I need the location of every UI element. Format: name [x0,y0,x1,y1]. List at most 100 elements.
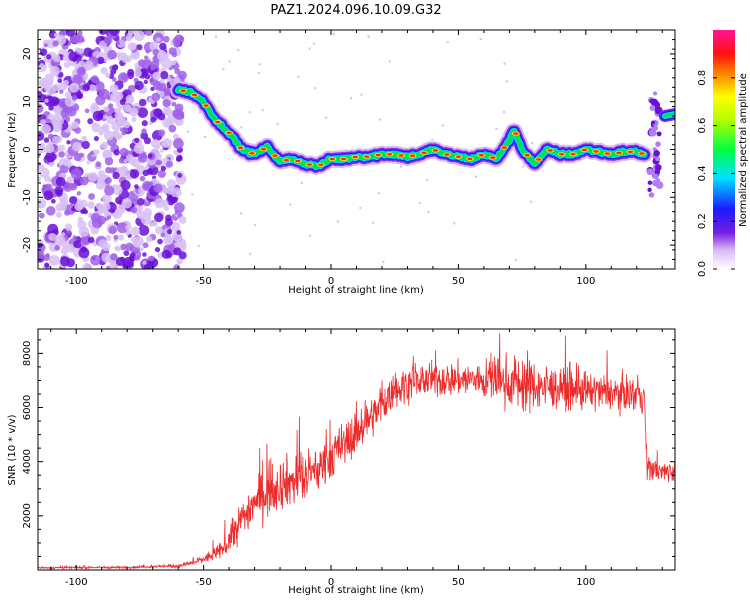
spectrogram-noise-cell [258,63,261,66]
spectrogram-x-tick-label: 50 [452,276,465,287]
colorbar-tick-label: 0.0 [697,261,708,277]
spectrogram-noise-cell [257,71,261,75]
spectrogram-noise-cell [82,262,91,269]
spectrogram-noise-cell [54,186,64,195]
spectrogram-noise-cell [44,95,56,107]
spectrogram-noise-cell [139,247,144,252]
spectrogram-noise-cell [143,79,149,85]
spectrogram-noise-cell [66,140,71,145]
spectrogram-noise-cell [177,173,183,178]
spectrogram-late-cell [656,131,662,137]
spectrogram-noise-cell [160,71,169,80]
spectrogram-noise-cell [42,254,50,261]
spectrogram-peak [226,131,232,134]
colorbar: 0.0 0.2 0.4 0.6 0.8 Normalized spectral ampl… [697,30,749,277]
spectrogram-peak [547,149,553,152]
spectrogram-noise-cell [173,264,181,269]
spectrogram-noise-cell [112,212,117,217]
spectrogram-late-cell [655,181,664,189]
spectrogram-noise-cell [106,115,115,125]
spectrogram-noise-cell [359,206,362,210]
spectrogram-noise-cell [332,32,336,36]
spectrogram-noise-cell [119,99,126,105]
spectrogram-noise-cell [144,30,154,36]
spectrogram-noise-cell [133,30,145,42]
spectrogram-peak [490,156,496,159]
spectrogram-noise-cell [134,137,140,144]
spectrogram-noise-cell [171,51,178,58]
colorbar-tick-label: 0.2 [697,213,708,229]
spectrogram-noise-cell [120,180,131,191]
spectrogram-noise-cell [152,221,158,227]
spectrogram-noise-cell [148,222,154,227]
spectrogram-noise-cell [156,81,167,92]
spectrogram-noise-cell [120,166,127,173]
spectrogram-noise-cell [382,260,385,264]
spectrogram-noise-cell [62,158,71,167]
spectrogram-noise-cell [530,141,534,145]
spectrogram-x-label: Height of straight line (km) [288,285,424,296]
spectrogram-noise-cell [66,106,77,117]
snr-x-tick-label: 50 [452,577,465,588]
spectrogram-noise-cell [261,108,264,112]
spectrogram-noise-cell [90,102,99,110]
spectrogram-noise-cell [446,41,450,44]
spectrogram-y-ticks: -20 -10 0 10 20 [22,29,675,270]
spectrogram-noise-cell [133,236,144,247]
spectrogram-noise-cell [115,257,125,267]
spectrogram-noise-cell [110,253,118,261]
spectrogram-noise-cell [133,69,142,78]
spectrogram-noise-cell [240,126,243,129]
spectrogram-noise-cell [112,171,120,180]
spectrogram-noise-cell [479,37,482,41]
spectrogram-noise-cell [142,252,147,257]
spectrogram-noise-cell [191,193,194,196]
spectrogram-y-tick-label: 0 [22,146,33,152]
spectrogram-noise-cell [95,202,103,210]
spectrogram-noise-cell [102,114,108,119]
spectrogram-noise-cell [44,262,50,268]
spectrogram-noise-cell [505,80,509,83]
spectrogram-noise-cell [138,188,143,194]
spectrogram-peak [559,153,565,156]
spectrogram-noise-cell [43,137,50,143]
spectrogram-noise-cell [425,178,429,182]
spectrogram-noise-cell [117,234,125,241]
spectrogram-noise-cell [176,155,183,162]
spectrogram-noise-cell [378,118,382,121]
spectrogram-noise-cell [45,151,56,163]
spectrogram-noise-cell [142,207,152,217]
spectrogram-noise-cell [98,88,110,100]
spectrogram-peak [249,152,255,155]
spectrogram-noise-cell [131,116,137,123]
spectrogram-late-cell [653,173,659,180]
spectrogram-peak [272,154,278,157]
spectrogram-noise-cell [145,49,150,54]
spectrogram-noise-cell [130,206,138,214]
snr-x-tick-label: -50 [195,577,211,588]
spectrogram-noise-cell [95,149,100,154]
spectrogram-noise-cell [122,120,131,129]
snr-frame [37,328,676,571]
spectrogram-noise-cell [69,82,80,93]
spectrogram-noise-cell [82,84,90,92]
spectrogram-noise-cell [178,216,187,224]
spectrogram-noise-cell [163,234,174,246]
spectrogram-noise-cell [159,78,165,84]
spectrogram-noise-cell [529,200,533,203]
spectrogram-noise-cell [113,234,119,240]
spectrogram-y-tick-label: 10 [22,95,33,108]
spectrogram-noise-cell [349,96,353,100]
spectrogram-noise-cell [40,124,51,135]
spectrogram-noise-cell [160,232,166,238]
spectrogram-noise-cell [72,74,83,85]
spectrogram-peak [524,154,530,157]
spectrogram-noise-cell [125,94,134,103]
spectrogram-peak [409,154,416,157]
spectrogram-noise-cell [160,140,168,148]
spectrogram-noise-cell [453,222,456,225]
spectrogram-noise-cell [79,176,89,186]
spectrogram-noise-cell [170,187,182,198]
spectrogram-peak [364,155,370,158]
spectrogram-noise-cell [360,93,363,96]
